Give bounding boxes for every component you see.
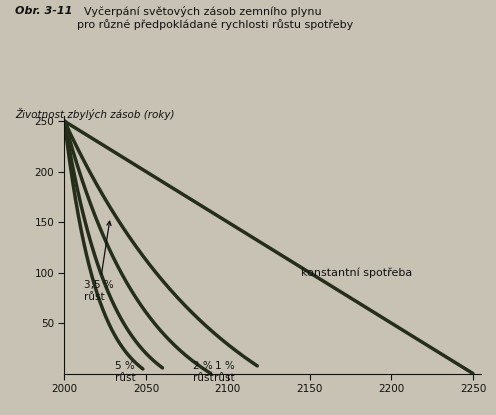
Text: 5 %
růst: 5 % růst <box>115 361 135 383</box>
Text: Životnost zbylých zásob (roky): Životnost zbylých zásob (roky) <box>15 108 175 120</box>
Text: Obr. 3-11: Obr. 3-11 <box>15 6 72 16</box>
Text: pro různé předpokládané rychlosti růstu spotřeby: pro různé předpokládané rychlosti růstu … <box>77 19 353 29</box>
Text: 1 %
růst: 1 % růst <box>214 361 235 383</box>
Text: 3,5 %
růst: 3,5 % růst <box>84 221 114 302</box>
Text: konstantní spotřeba: konstantní spotřeba <box>302 267 413 278</box>
Text: 2 %
růst: 2 % růst <box>193 361 214 383</box>
Text: Vyčerpání světových zásob zemního plynu: Vyčerpání světových zásob zemního plynu <box>77 6 321 17</box>
